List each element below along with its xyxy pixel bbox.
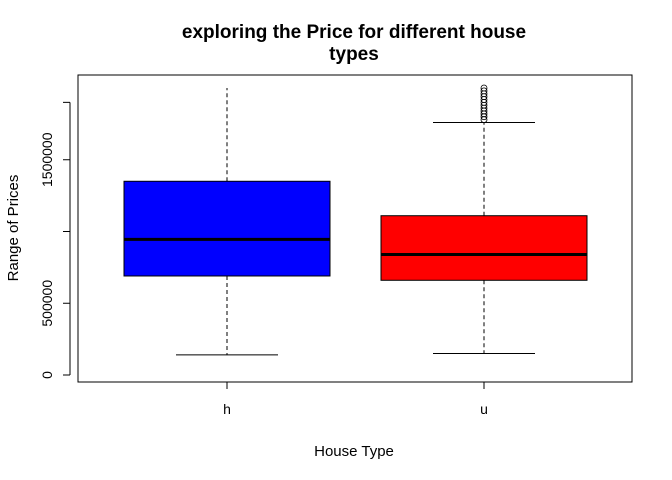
y-tick-label: 500000 <box>39 280 55 327</box>
y-axis-label: Range of Prices <box>5 175 22 282</box>
box-h <box>123 88 331 356</box>
y-axis: 0 500000 1500000 <box>39 101 71 379</box>
chart-title-line-1: exploring the Price for different house <box>182 22 526 43</box>
outlier-point <box>480 84 488 92</box>
chart-title-line-2: types <box>329 44 379 65</box>
x-axis-label: House Type <box>314 443 394 460</box>
box-iqr-h <box>123 180 331 277</box>
box-iqr-u <box>380 215 588 281</box>
box-u <box>380 84 588 354</box>
y-tick-label: 0 <box>39 371 55 379</box>
x-tick-label: u <box>480 401 488 417</box>
plot-frame <box>77 74 633 383</box>
boxes-layer <box>123 84 588 356</box>
outlier-point <box>480 87 488 95</box>
y-tick-label: 1500000 <box>39 132 55 187</box>
x-tick-label: h <box>223 401 231 417</box>
